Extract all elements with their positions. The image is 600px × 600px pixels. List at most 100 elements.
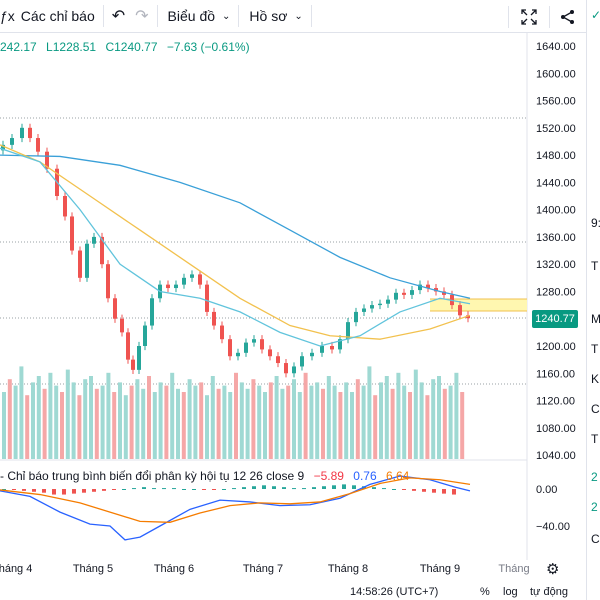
candle-body xyxy=(276,356,280,364)
price-axis-label: 1520.00 xyxy=(536,123,576,135)
undo-icon: ↶ xyxy=(111,8,126,25)
percent-toggle[interactable]: % xyxy=(480,586,490,598)
candle-body xyxy=(1,144,5,151)
macd-signal-line xyxy=(0,477,471,523)
candle-body xyxy=(174,284,178,289)
volume-bar xyxy=(454,372,459,459)
moving-average-mid xyxy=(0,144,471,340)
macd-histogram-bar xyxy=(202,489,206,490)
candle-body xyxy=(220,325,224,340)
volume-bar xyxy=(413,369,418,459)
fullscreen-button[interactable] xyxy=(509,0,549,33)
macd-histogram-bar xyxy=(62,489,66,495)
panel-item[interactable]: T xyxy=(591,342,599,356)
volume-bar xyxy=(297,392,302,459)
macd-histogram-bar xyxy=(32,489,36,492)
macd-signal-value: 6.64 xyxy=(385,469,410,483)
macd-histogram-bar xyxy=(372,487,376,489)
macd-histogram-bar xyxy=(82,489,86,493)
candle-body xyxy=(320,346,324,353)
redo-button[interactable]: ↷ xyxy=(133,0,156,33)
volume-bar xyxy=(338,392,343,459)
auto-scale-toggle[interactable]: tự động xyxy=(530,586,568,598)
candle-body xyxy=(260,339,264,350)
panel-item[interactable]: T xyxy=(591,432,599,446)
panel-item[interactable]: T xyxy=(591,259,599,273)
panel-check-icon: ✓ xyxy=(591,8,600,22)
candle-body xyxy=(45,151,49,169)
volume-bar xyxy=(326,376,331,459)
chart-type-button[interactable]: Biểu đồ ⌄ xyxy=(158,0,239,33)
volume-bar xyxy=(89,376,93,459)
volume-bar xyxy=(228,392,233,459)
macd-histogram-bar xyxy=(102,489,106,491)
candle-body xyxy=(28,127,32,139)
time-axis[interactable]: tháng 4 Tháng 5 Tháng 6 Tháng 7 Tháng 8 … xyxy=(0,560,586,578)
time-label: Tháng 8 xyxy=(327,563,369,575)
price-chart[interactable]: 1640.00 1600.00 1560.00 1520.00 1480.00 1440.… xyxy=(0,33,586,560)
macd-histogram-bar xyxy=(132,488,136,490)
macd-histogram-bar xyxy=(52,489,56,495)
toolbar-divider xyxy=(102,5,104,27)
macd-histogram-bar xyxy=(392,489,396,490)
volume-bar xyxy=(152,392,157,459)
macd-histogram-bar xyxy=(422,489,426,492)
volume-bar xyxy=(181,392,186,459)
macd-histogram-bar xyxy=(152,488,156,490)
panel-item[interactable]: M xyxy=(591,312,600,326)
gear-icon[interactable]: ⚙ xyxy=(546,561,560,578)
candle-body xyxy=(113,298,117,319)
price-axis-label: 1040.00 xyxy=(536,450,576,462)
volume-bar xyxy=(123,395,128,459)
log-toggle[interactable]: log xyxy=(503,586,518,598)
price-axis-label: 1640.00 xyxy=(536,41,576,53)
volume-bar xyxy=(118,382,122,459)
price-axis-label: 1600.00 xyxy=(536,68,576,80)
status-bar: 14:58:26 (UTC+7) % log tự động xyxy=(0,586,586,600)
volume-bar xyxy=(65,369,70,459)
indicators-button[interactable]: ƒx Các chỉ báo xyxy=(0,0,103,33)
panel-item[interactable]: C xyxy=(591,402,600,416)
volume-bar xyxy=(25,395,30,459)
volume-bar xyxy=(384,376,389,459)
toolbar-divider xyxy=(310,5,312,27)
toolbar-divider xyxy=(508,5,509,28)
price-axis-label: 1160.00 xyxy=(536,368,575,380)
price-axis-label: 1280.00 xyxy=(536,286,576,298)
volume-bar xyxy=(60,392,64,459)
undo-button[interactable]: ↶ xyxy=(104,0,133,33)
macd-histogram-bar xyxy=(122,489,126,490)
candle-body xyxy=(166,284,170,289)
share-button[interactable] xyxy=(550,0,586,33)
macd-histogram-bar xyxy=(272,486,276,489)
volume-bar xyxy=(274,376,279,459)
volume-bar xyxy=(361,385,366,459)
volume-bar xyxy=(176,388,180,459)
candle-body xyxy=(292,366,296,374)
candle-body xyxy=(78,250,82,278)
price-axis-label: 1200.00 xyxy=(536,341,576,353)
volume-bar xyxy=(210,376,215,459)
right-side-panel: ✓ 9: T M T K C T 2 2 C xyxy=(586,0,600,600)
profile-label: Hồ sơ xyxy=(249,8,288,24)
volume-bar xyxy=(141,388,146,459)
panel-item[interactable]: K xyxy=(591,372,600,386)
candle-body xyxy=(190,274,194,278)
macd-histogram-bar xyxy=(382,488,386,490)
price-axis-label: 1560.00 xyxy=(536,96,576,108)
macd-histogram-bar xyxy=(322,486,326,489)
panel-item[interactable]: C xyxy=(591,532,600,546)
panel-item: 2 xyxy=(591,470,598,484)
macd-histogram-bar xyxy=(412,489,416,491)
profile-button[interactable]: Hồ sơ ⌄ xyxy=(239,0,310,33)
price-axis-label: 1120.00 xyxy=(536,396,575,408)
price-axis-label: −40.00 xyxy=(536,521,570,533)
macd-histogram-bar xyxy=(432,489,436,493)
time-label: Tháng 5 xyxy=(72,563,114,575)
volume-bar xyxy=(48,372,53,459)
candle-body xyxy=(426,284,430,289)
volume-bar xyxy=(164,385,169,459)
macd-legend[interactable]: - Chỉ báo trung bình biến đổi phân kỳ hộ… xyxy=(0,469,409,483)
volume-bar xyxy=(77,395,82,459)
volume-bar xyxy=(83,379,88,459)
